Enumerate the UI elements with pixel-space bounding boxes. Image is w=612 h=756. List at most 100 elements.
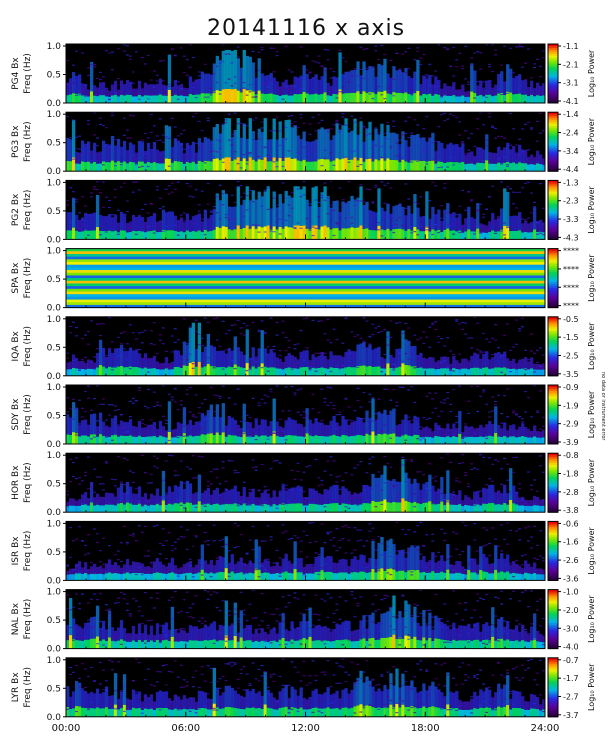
colorbar-swatch bbox=[548, 440, 558, 443]
noise-speck bbox=[350, 568, 354, 570]
spectrum-bin bbox=[251, 62, 255, 92]
noise-speck bbox=[386, 138, 390, 140]
spectrum-bin bbox=[488, 368, 492, 376]
noise-speck bbox=[140, 574, 144, 576]
noise-speck bbox=[245, 194, 249, 197]
colorbar-swatch bbox=[548, 143, 558, 147]
spectrum-bin bbox=[71, 367, 76, 376]
noise-speck bbox=[437, 126, 441, 128]
spectrum-bin bbox=[71, 574, 76, 581]
spectrum-bin bbox=[101, 140, 106, 162]
noise-speck bbox=[473, 158, 477, 160]
colorbar-tick-label: -4.3 bbox=[563, 233, 579, 242]
spectrum-bin bbox=[392, 501, 396, 513]
spectrum-bin bbox=[434, 361, 438, 370]
spectrum-bin bbox=[113, 80, 118, 95]
noise-speck bbox=[230, 460, 234, 462]
noise-speck bbox=[86, 385, 90, 387]
noise-speck bbox=[200, 129, 204, 132]
colorbar-swatch bbox=[548, 184, 558, 187]
noise-speck bbox=[125, 137, 129, 139]
spectrum-bin bbox=[515, 163, 519, 172]
noise-speck bbox=[236, 123, 240, 125]
noise-speck bbox=[317, 352, 321, 354]
spectrum-bin bbox=[464, 231, 468, 240]
spectrum-bin bbox=[488, 232, 492, 240]
noise-speck bbox=[467, 149, 471, 151]
noise-speck bbox=[179, 400, 183, 402]
noise-speck bbox=[131, 331, 135, 334]
spectrum-bin bbox=[221, 403, 225, 433]
noise-speck bbox=[74, 565, 78, 567]
colorbar-swatch bbox=[548, 326, 558, 330]
spectrum-bin bbox=[323, 186, 327, 226]
colorbar-swatch bbox=[548, 127, 558, 131]
spectrum-bin bbox=[278, 490, 282, 505]
spectrum-bin bbox=[74, 368, 79, 376]
spectrum-band bbox=[66, 259, 545, 263]
spectrum-bin bbox=[290, 158, 294, 172]
noise-speck bbox=[161, 528, 165, 530]
noise-speck bbox=[155, 467, 159, 469]
spectrum-bin bbox=[80, 567, 85, 574]
noise-speck bbox=[467, 400, 471, 402]
spectrum-bin bbox=[254, 497, 258, 506]
spectrum-bin bbox=[314, 93, 318, 103]
noise-speck bbox=[314, 458, 318, 461]
noise-speck bbox=[488, 66, 492, 68]
noise-speck bbox=[107, 560, 111, 562]
noise-speck bbox=[128, 499, 132, 502]
spectrum-bin bbox=[308, 435, 312, 444]
colorbar-swatch bbox=[548, 270, 558, 273]
spectrum-bin bbox=[461, 431, 465, 438]
noise-speck bbox=[461, 142, 465, 144]
noise-speck bbox=[272, 47, 276, 49]
spectrum-bin bbox=[491, 436, 495, 444]
spectrum-bin bbox=[371, 349, 375, 367]
spectrum-bin bbox=[110, 493, 115, 505]
noise-speck bbox=[197, 524, 201, 526]
noise-speck bbox=[110, 214, 114, 216]
spectrum-bin bbox=[320, 435, 324, 444]
noise-speck bbox=[167, 83, 171, 86]
spectrum-bin bbox=[140, 573, 145, 581]
spectrum-bin bbox=[146, 566, 151, 574]
noise-speck bbox=[101, 489, 105, 491]
noise-speck bbox=[245, 325, 249, 327]
noise-speck bbox=[353, 434, 357, 437]
noise-speck bbox=[104, 461, 108, 463]
spectrum-bin bbox=[158, 94, 163, 103]
noise-speck bbox=[80, 540, 84, 542]
spectrum-bin bbox=[338, 159, 342, 172]
spectrum-bin bbox=[437, 368, 441, 376]
noise-speck bbox=[437, 166, 441, 169]
noise-speck bbox=[137, 389, 141, 392]
spectrum-band bbox=[66, 270, 545, 274]
noise-speck bbox=[125, 434, 129, 436]
noise-speck bbox=[227, 78, 231, 80]
noise-speck bbox=[449, 369, 453, 371]
noise-speck bbox=[521, 66, 525, 68]
spectrum-bin bbox=[308, 488, 312, 504]
colorbar-tick-label: -2.8 bbox=[563, 488, 579, 497]
spectrum-bin bbox=[365, 159, 369, 172]
noise-speck bbox=[464, 45, 468, 47]
spectrum-bin bbox=[509, 149, 513, 164]
spectrum-bin bbox=[398, 92, 402, 103]
spectrum-bin bbox=[425, 141, 429, 162]
spectrum-bin bbox=[209, 345, 213, 367]
noise-speck bbox=[245, 503, 249, 505]
spectrum-bin bbox=[464, 218, 468, 232]
noise-speck bbox=[434, 392, 438, 394]
spectrum-bin bbox=[122, 367, 127, 376]
spectrum-bin bbox=[92, 505, 97, 513]
noise-speck bbox=[467, 563, 471, 565]
spectrum-bin bbox=[260, 419, 264, 436]
noise-speck bbox=[209, 471, 213, 473]
noise-speck bbox=[140, 230, 144, 232]
noise-speck bbox=[368, 336, 372, 338]
spectrum-bin bbox=[98, 151, 103, 164]
noise-speck bbox=[77, 94, 81, 96]
noise-speck bbox=[491, 70, 495, 73]
noise-speck bbox=[425, 488, 429, 490]
